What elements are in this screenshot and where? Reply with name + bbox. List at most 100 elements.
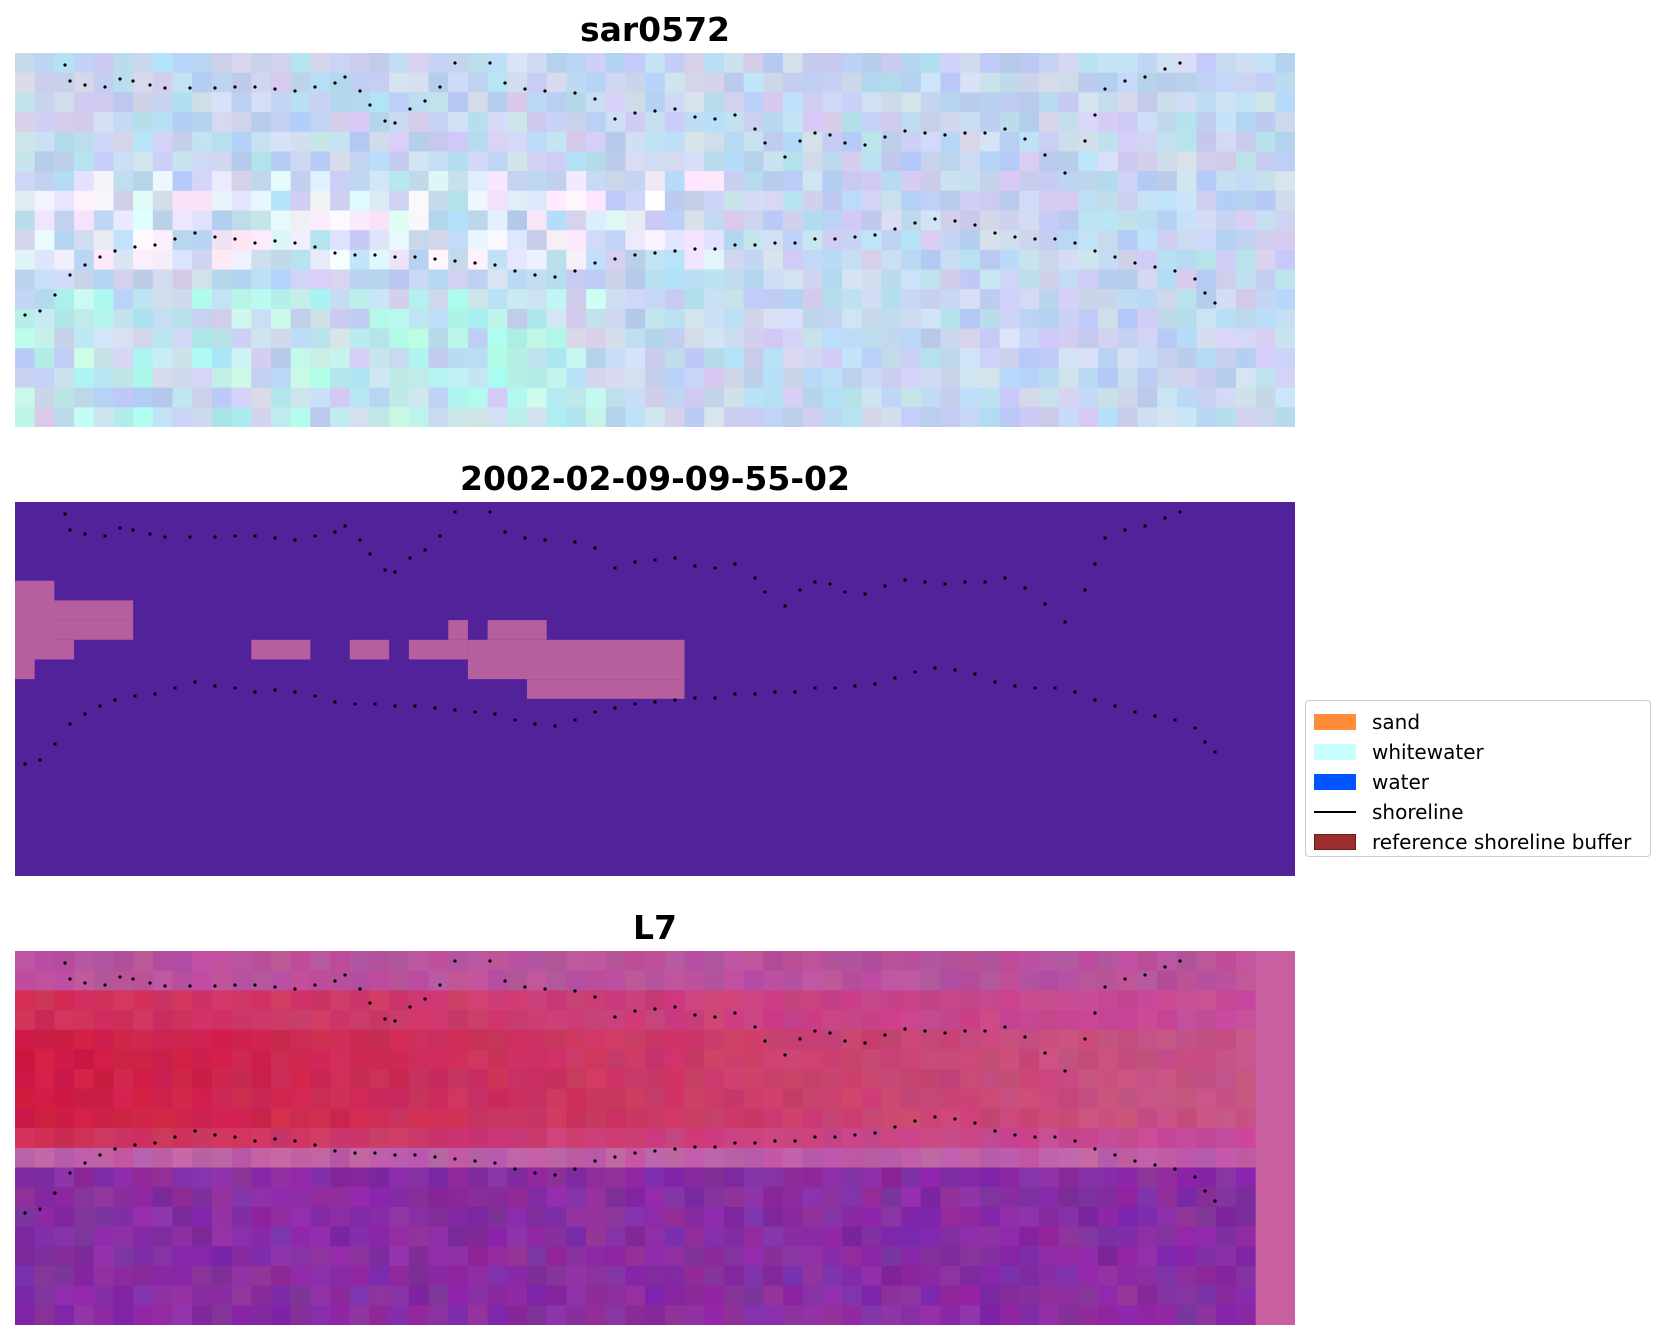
shoreline-point — [163, 86, 167, 90]
shoreline-point — [148, 83, 152, 87]
shoreline-point — [633, 702, 637, 706]
shoreline-point — [893, 676, 897, 680]
shoreline-point — [1093, 562, 1097, 566]
shoreline-point — [53, 293, 57, 297]
water-swatch — [1314, 774, 1356, 790]
shoreline-point — [813, 686, 817, 690]
shoreline-point — [393, 121, 397, 125]
shoreline-point — [293, 241, 297, 245]
index-pixels — [15, 951, 1295, 1325]
shoreline-point — [533, 1171, 537, 1175]
panel-title-1: sar0572 — [579, 10, 731, 49]
shoreline-point — [233, 237, 237, 241]
shoreline-point — [83, 981, 87, 985]
shoreline-point — [343, 524, 347, 528]
shoreline-point — [613, 1015, 617, 1019]
shoreline-point — [253, 1139, 257, 1143]
shoreline-point — [733, 1141, 737, 1145]
shoreline-point — [131, 528, 135, 532]
legend-label-water: water — [1372, 770, 1429, 794]
shoreline-point — [1213, 301, 1217, 305]
shoreline-point — [813, 131, 817, 135]
shoreline-point — [1213, 750, 1217, 754]
shoreline-point — [293, 690, 297, 694]
shoreline-point — [783, 155, 787, 159]
shoreline-point — [113, 1147, 117, 1151]
shoreline-point — [993, 1129, 997, 1133]
shoreline-point — [653, 558, 657, 562]
shoreline-point — [213, 984, 217, 988]
shoreline-point — [1093, 113, 1097, 117]
shoreline-point — [433, 257, 437, 261]
shoreline-point — [943, 1031, 947, 1035]
shoreline-point — [343, 973, 347, 977]
shoreline-point — [493, 263, 497, 267]
shoreline-point — [983, 131, 987, 135]
shoreline-point — [1043, 602, 1047, 606]
shoreline-point — [1173, 718, 1177, 722]
shoreline-point — [913, 670, 917, 674]
shoreline-point — [453, 959, 457, 963]
shoreline-point — [533, 273, 537, 277]
shoreline-point — [68, 977, 72, 981]
shoreline-point — [593, 710, 597, 714]
shoreline-point — [453, 708, 457, 712]
shoreline-point — [368, 103, 372, 107]
shoreline-point — [813, 237, 817, 241]
shoreline-point — [393, 570, 397, 574]
shoreline-point — [98, 1153, 102, 1157]
shoreline-point — [923, 580, 927, 584]
shoreline-point — [613, 1155, 617, 1159]
shoreline-point — [1073, 1139, 1077, 1143]
shoreline-point — [553, 724, 557, 728]
shoreline-point — [153, 692, 157, 696]
shoreline-point — [423, 99, 427, 103]
shoreline-point — [313, 245, 317, 249]
shoreline-point — [358, 987, 362, 991]
shoreline-point — [933, 217, 937, 221]
shoreline-point — [333, 251, 337, 255]
shoreline-point — [273, 985, 277, 989]
shoreline-point — [173, 237, 177, 241]
shoreline-point — [503, 979, 507, 983]
shoreline-point — [213, 535, 217, 539]
shoreline-point — [613, 566, 617, 570]
shoreline-point — [433, 1155, 437, 1159]
shoreline-point — [133, 694, 137, 698]
shoreline-point — [233, 534, 237, 538]
shoreline-point — [368, 1001, 372, 1005]
shoreline-point — [1103, 87, 1107, 91]
shoreline-point — [423, 997, 427, 1001]
shoreline-point — [1173, 1167, 1177, 1171]
shoreline-point — [1133, 710, 1137, 714]
shoreline-point — [853, 1133, 857, 1137]
shoreline-point — [733, 113, 737, 117]
shoreline-point — [1113, 704, 1117, 708]
shoreline-point — [473, 1159, 477, 1163]
legend-item-reference-buffer: reference shoreline buffer — [1314, 827, 1642, 857]
shoreline-point — [828, 1031, 832, 1035]
shoreline-point — [573, 1167, 577, 1171]
shoreline-point — [413, 255, 417, 259]
shoreline-point — [593, 995, 597, 999]
shoreline-point — [523, 87, 527, 91]
shoreline-point — [813, 580, 817, 584]
shoreline-point — [983, 580, 987, 584]
shoreline-point — [1013, 684, 1017, 688]
shoreline-point — [503, 81, 507, 85]
shoreline-point — [438, 85, 442, 89]
shoreline-point — [733, 562, 737, 566]
shoreline-point — [863, 1041, 867, 1045]
shoreline-point — [188, 535, 192, 539]
shoreline-point — [473, 261, 477, 265]
shoreline-point — [533, 722, 537, 726]
shoreline-point — [1083, 588, 1087, 592]
shoreline-point — [131, 977, 135, 981]
shoreline-point — [873, 233, 877, 237]
shoreline-point — [333, 530, 337, 534]
shoreline-point — [1213, 1199, 1217, 1203]
shoreline-point — [763, 1039, 767, 1043]
shoreline-point — [763, 141, 767, 145]
shoreline-point — [453, 1157, 457, 1161]
shoreline-point — [1153, 1163, 1157, 1167]
